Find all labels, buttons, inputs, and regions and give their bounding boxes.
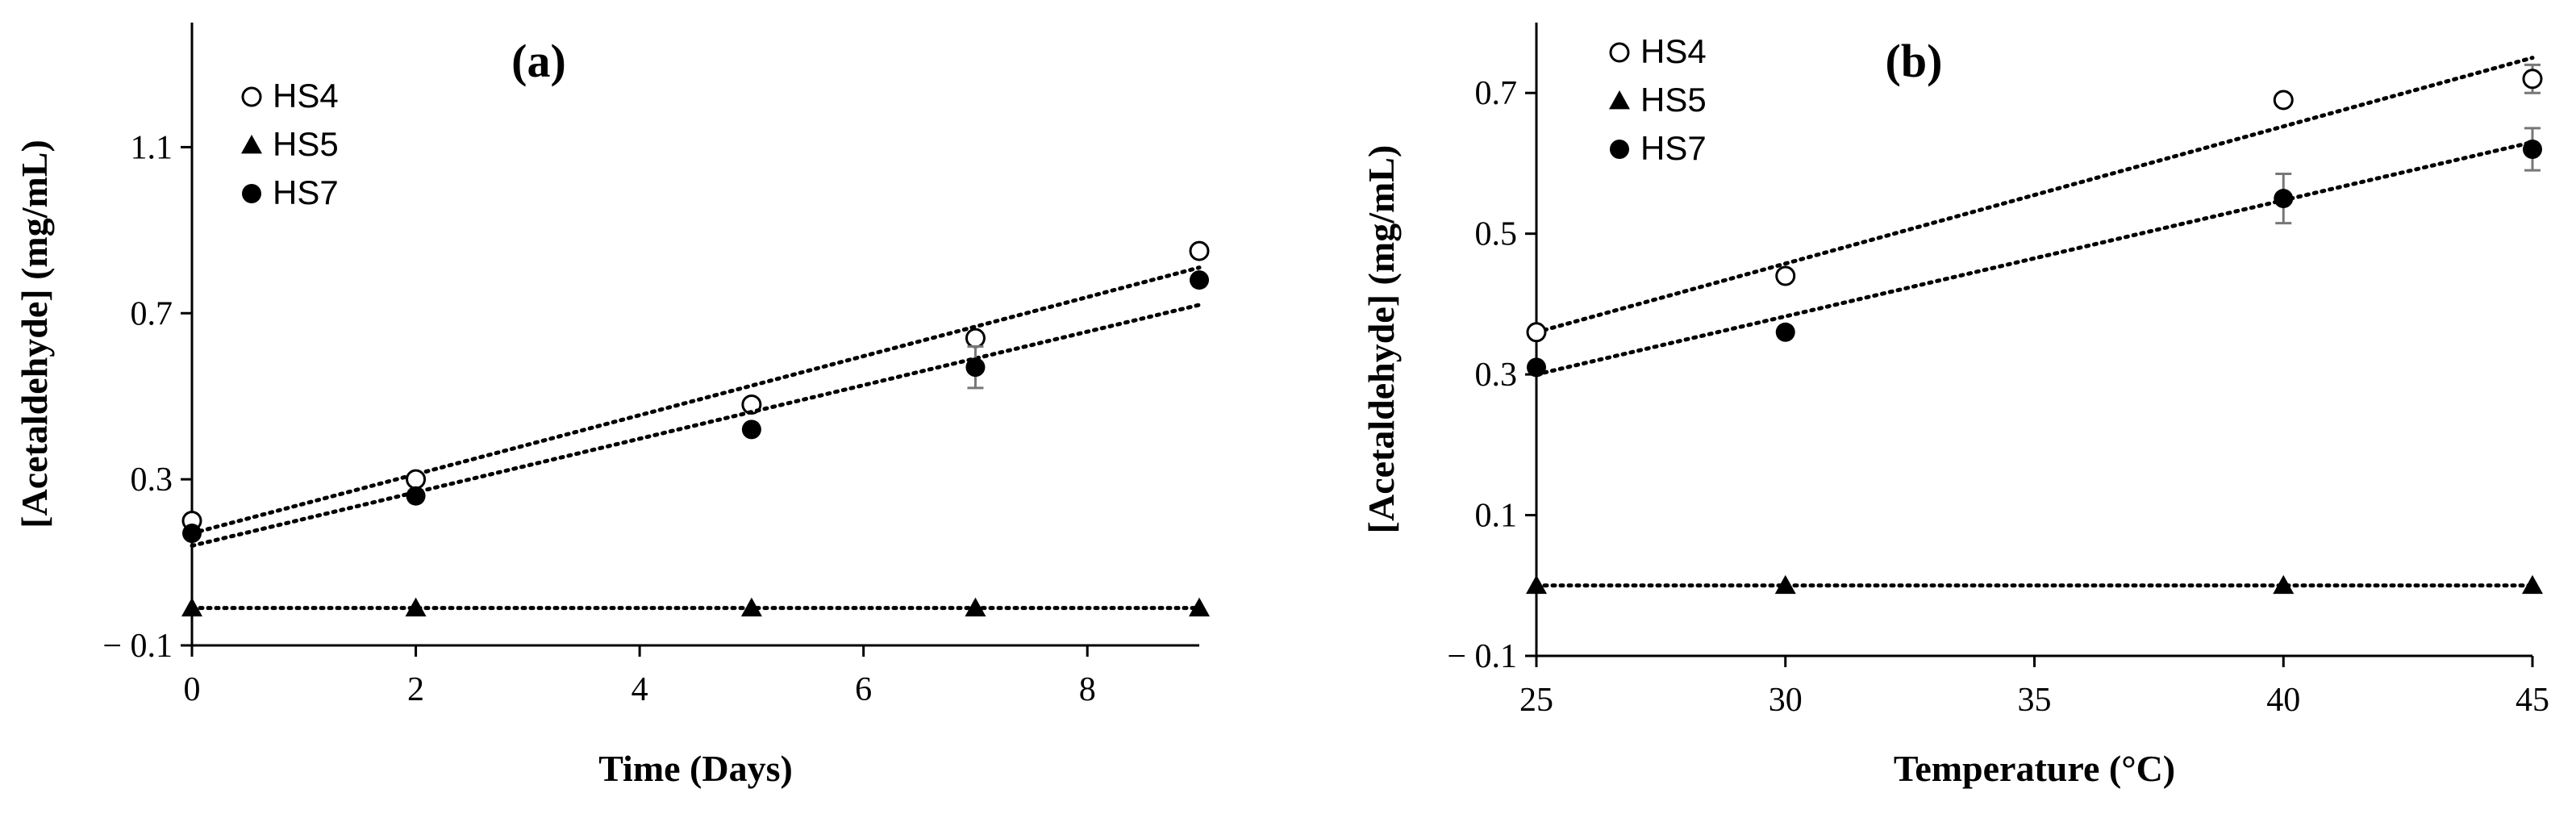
legend-marker-hs4 [1609,42,1630,63]
panel-title: (b) [1886,35,1943,87]
hs5-point [181,597,202,617]
legend-label: HS4 [1640,32,1707,70]
y-tick-label: − 0.1 [102,628,173,665]
hs5-point [2522,574,2543,595]
hs4-point [406,469,427,490]
y-axis-title: [Acetaldehyde] (mg/mL) [1361,145,1402,534]
hs7-point [182,524,202,544]
legend-marker-hs7 [1610,140,1629,159]
legend-label: HS4 [273,77,339,115]
y-tick-label: 0.7 [131,295,173,332]
legend-marker-hs5 [241,135,262,154]
hs5-point [965,597,986,617]
legend-marker-hs5 [1609,90,1630,110]
hs4-point [1189,240,1210,261]
hs4-point [1775,265,1796,286]
hs7-point [1190,270,1209,290]
legend: HS4 HS5 HS7 [1609,32,1707,167]
hs4-point [1526,322,1547,343]
x-tick-label: 45 [2516,682,2549,719]
x-tick-label: 2 [407,671,424,708]
hs7-trendline [1534,140,2535,377]
panel-title: (a) [511,35,566,87]
y-tick-label: 0.1 [1475,498,1518,535]
y-tick-label: 0.3 [131,461,173,499]
y-tick-label: 0.7 [1475,75,1518,112]
hs7-point [2274,189,2294,209]
x-tick-label: 30 [1769,682,1803,719]
hs4-point [2522,69,2543,90]
hs7-point [406,486,426,506]
legend-label: HS5 [1640,81,1707,119]
hs7-point [2523,140,2542,159]
x-tick-label: 40 [2266,682,2300,719]
y-tick-label: − 0.1 [1447,638,1517,675]
hs7-trendline [190,303,1202,548]
hs7-point [741,420,761,440]
x-tick-label: 25 [1519,682,1553,719]
legend-marker-hs7 [242,184,261,203]
legend: HS4 HS5 HS7 [241,77,339,211]
x-tick-label: 4 [631,671,648,708]
legend-marker-hs4 [241,86,262,107]
hs7-point [1527,357,1546,378]
hs7-point [1775,322,1795,342]
x-axis-title: Temperature (°C) [1894,748,2175,789]
hs4-trendline [1534,56,2535,335]
hs4-trendline [190,265,1202,536]
hs7-point [965,357,986,378]
hs5-point [1774,574,1796,595]
panel-b: − 0.1 0.1 0.3 0.5 0.7 25 30 35 40 45 Temperature (… [1361,23,2549,789]
hs5-point [2273,574,2295,595]
y-tick-label: 1.1 [131,129,173,166]
legend-label: HS7 [273,173,339,211]
hs5-point [405,597,427,617]
y-tick-label: 0.3 [1475,357,1518,394]
hs5-point [1526,574,1547,595]
y-axis-title: [Acetaldehyde] (mg/mL) [14,140,55,528]
legend-label: HS7 [1640,129,1707,167]
legend-label: HS5 [273,125,339,163]
hs4-point [965,328,986,349]
hs4-point [2273,90,2294,111]
y-tick-label: 0.5 [1475,216,1518,253]
x-axis-title: Time (Days) [598,748,793,789]
hs5-point [1189,597,1210,617]
panel-a: − 0.1 0.3 0.7 1.1 0 2 4 6 8 Time (Days) [Acetaldeh… [14,23,1210,789]
x-tick-label: 35 [2018,682,2052,719]
x-tick-label: 8 [1079,671,1096,708]
x-tick-label: 6 [855,671,872,708]
x-tick-label: 0 [184,671,201,708]
hs5-point [740,597,762,617]
